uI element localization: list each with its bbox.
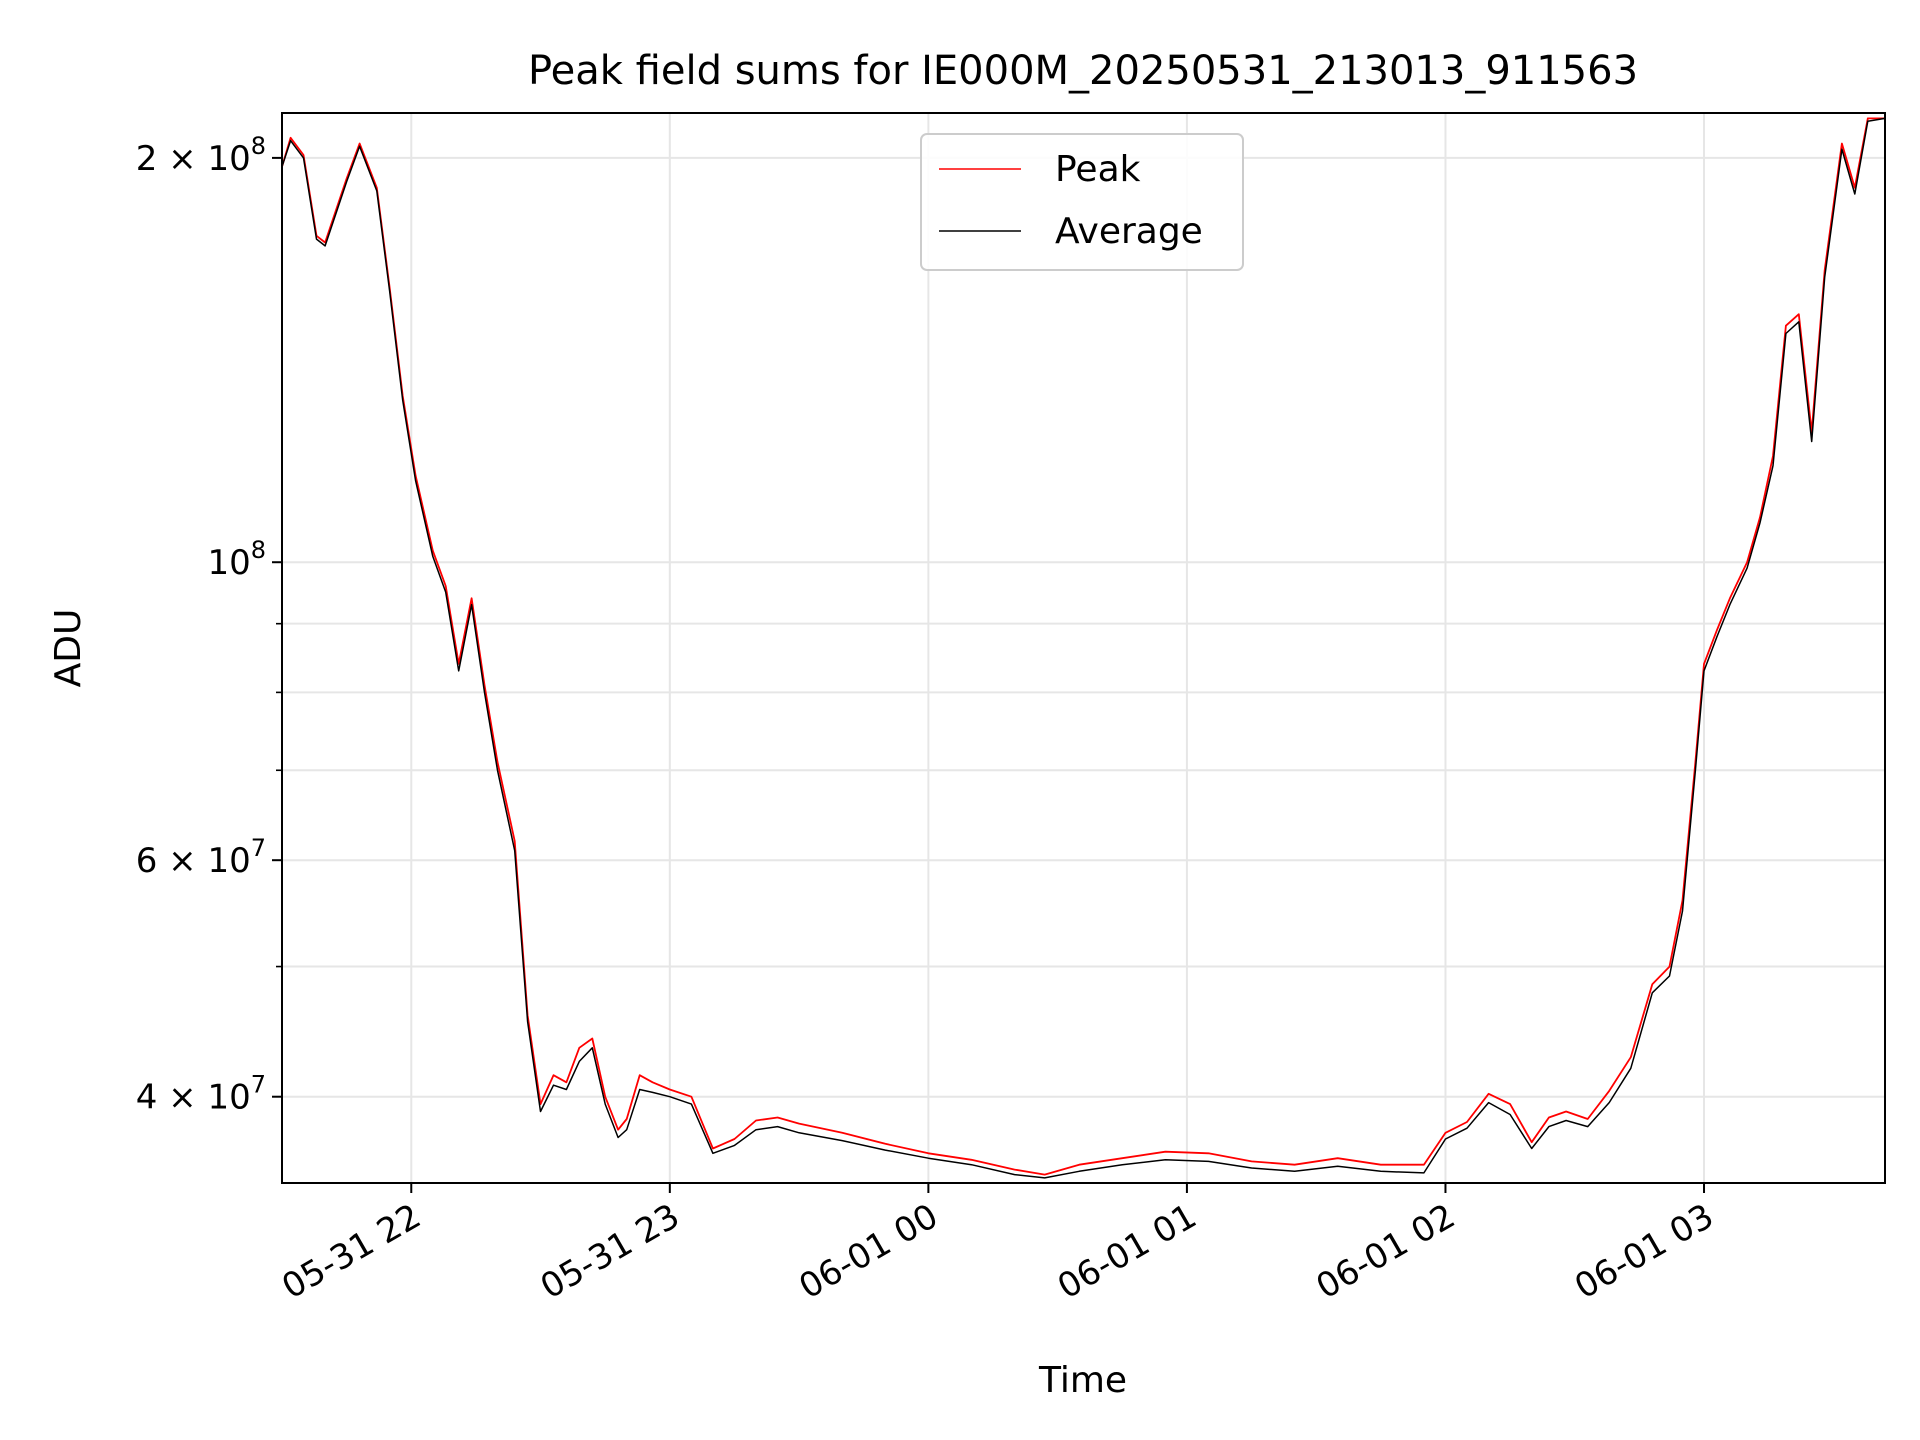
legend-average-label: Average — [1055, 211, 1203, 252]
y-axis-label: ADU — [48, 609, 89, 688]
x-axis-label: Time — [1038, 1360, 1127, 1401]
y-axis: 4 × 107 6 × 107 108 2 × 108 — [136, 132, 282, 1118]
y-tick-label: 6 × 107 — [136, 834, 266, 881]
legend-peak-label: Peak — [1055, 149, 1141, 190]
y-tick-label: 2 × 108 — [136, 132, 266, 179]
y-tick-label: 108 — [207, 536, 266, 583]
legend-box — [920, 133, 1244, 271]
series-line-average — [281, 117, 1886, 1179]
y-tick-label: 4 × 107 — [136, 1071, 266, 1118]
plot-frame — [281, 112, 1886, 1184]
grid — [282, 113, 1885, 1183]
series-line-peak — [281, 117, 1885, 1176]
chart-title: Peak field sums for IE000M_20250531_2130… — [528, 48, 1638, 94]
series-group — [281, 117, 1886, 1179]
legend: Peak Average — [920, 133, 1244, 271]
